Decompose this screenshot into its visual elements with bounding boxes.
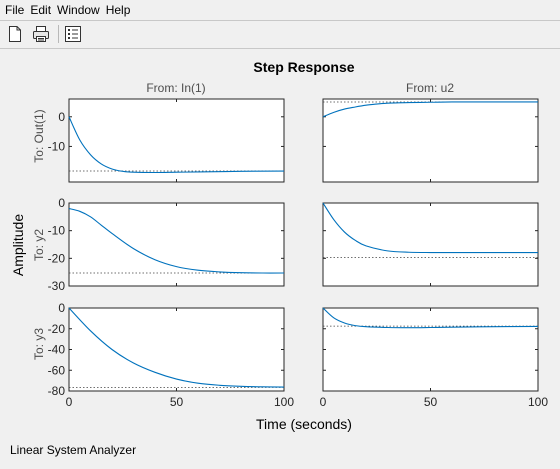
response-curve (68, 207, 285, 274)
response-curve (322, 307, 539, 329)
new-document-button[interactable] (4, 23, 26, 45)
x-tick-label: 50 (170, 395, 184, 409)
menubar: File Edit Window Help (0, 0, 560, 20)
x-tick-label: 0 (320, 395, 327, 409)
y-tick-label: 0 (58, 196, 65, 210)
y-tick-label: -40 (48, 343, 66, 357)
x-tick-label: 100 (528, 395, 548, 409)
column-label-in1: From: In(1) (146, 81, 205, 95)
x-tick-label: 50 (424, 395, 438, 409)
y-tick-label: 0 (58, 301, 65, 315)
y-tick-label: -20 (48, 322, 66, 336)
axes-box (68, 202, 285, 287)
row-label-y3: To: y3 (32, 328, 46, 360)
chart-title: Step Response (253, 59, 354, 75)
y-tick-label: -30 (48, 279, 66, 293)
x-tick-label: 100 (274, 395, 294, 409)
status-text: Linear System Analyzer (10, 443, 137, 457)
menu-edit[interactable]: Edit (30, 3, 52, 17)
toolbar-divider (58, 25, 59, 43)
figure-area: Step Response From: In(1) From: u2 Ampli… (0, 49, 560, 439)
y-tick-label: -60 (48, 363, 66, 377)
step-response-chart[interactable]: Step Response From: In(1) From: u2 Ampli… (0, 49, 560, 439)
y-tick-label: -20 (48, 251, 66, 265)
response-curve (322, 101, 538, 118)
toolbar-separator (0, 48, 560, 49)
row-label-out1: To: Out(1) (32, 109, 46, 162)
y-tick-label: 0 (58, 110, 65, 124)
y-tick-label: -10 (48, 139, 66, 153)
response-curve (322, 202, 538, 254)
print-button[interactable] (30, 23, 52, 45)
x-tick-label: 0 (66, 395, 73, 409)
y-tick-label: -80 (48, 384, 66, 398)
column-label-u2: From: u2 (406, 81, 454, 95)
y-tick-label: -10 (48, 224, 66, 238)
new-document-icon (9, 26, 21, 42)
response-curve (68, 116, 285, 174)
response-curve (68, 307, 285, 388)
property-list-icon (65, 26, 81, 42)
menu-window[interactable]: Window (57, 3, 100, 17)
axes-group: 0-100-10-20-300-20-40-60-800 50 100 0 50 100 (48, 98, 548, 409)
axes-box (68, 98, 285, 183)
axes-box (322, 307, 539, 392)
row-label-y2: To: y2 (32, 229, 46, 261)
toolbar (0, 21, 560, 48)
axes-box (322, 98, 539, 183)
menubar-separator (0, 20, 560, 21)
print-icon (33, 26, 49, 42)
y-axis-label: Amplitude (10, 214, 26, 276)
x-axis-label: Time (seconds) (256, 416, 352, 432)
axes-box (68, 307, 285, 392)
property-list-button[interactable] (62, 23, 84, 45)
menu-help[interactable]: Help (105, 3, 131, 17)
axes-box (322, 202, 539, 287)
menu-file[interactable]: File (5, 3, 25, 17)
